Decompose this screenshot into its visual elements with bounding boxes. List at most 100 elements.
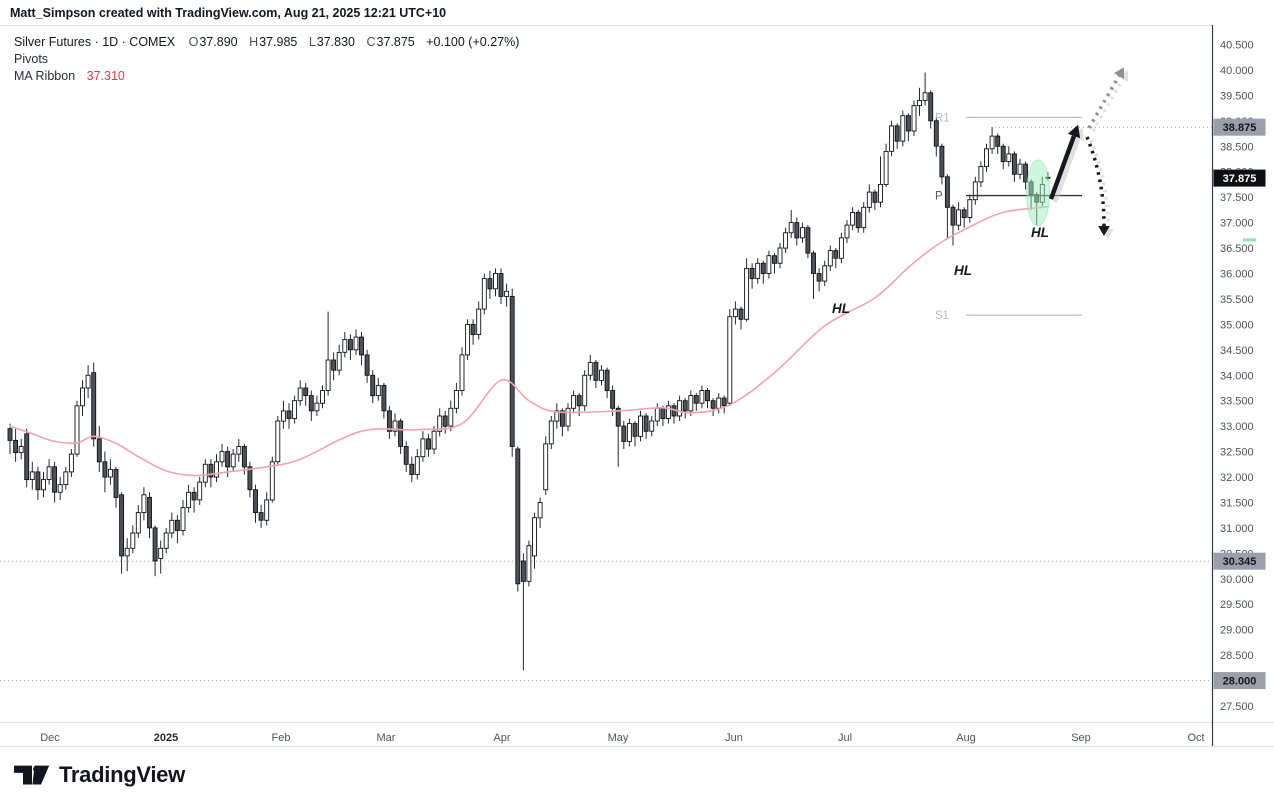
price-tick-label: 36.500 [1220, 243, 1254, 255]
price-tick-label: 32.500 [1220, 447, 1254, 459]
candle-body [353, 336, 359, 351]
price-tick-label: 29.500 [1220, 599, 1254, 611]
time-tick-label: Feb [272, 732, 291, 744]
candle-body [738, 308, 744, 320]
high-value: 37.985 [259, 35, 298, 49]
candle-body [275, 420, 281, 463]
candle-body [314, 402, 320, 412]
candle-body [972, 181, 978, 201]
price-tick-label: 34.000 [1220, 370, 1254, 382]
trend-arrow-shaft [1085, 136, 1106, 227]
candle-body [225, 451, 231, 468]
candle-body [331, 359, 337, 371]
trend-arrow-shaft [1048, 135, 1077, 200]
candle-body [615, 407, 621, 427]
candle-body [1023, 163, 1029, 183]
candle-body [442, 415, 448, 427]
time-tick-label: Jul [838, 732, 852, 744]
candle-body [626, 423, 632, 442]
candle-body [297, 387, 303, 402]
candle-body [772, 255, 777, 264]
candle-body [520, 560, 526, 582]
candle-body [375, 384, 381, 397]
candle-body [29, 471, 35, 480]
candle-body [788, 222, 794, 234]
tradingview-logo[interactable]: TradingView [14, 762, 185, 788]
candle-body [253, 489, 258, 514]
price-label-text: 37.875 [1223, 173, 1257, 185]
candle-body [710, 400, 716, 409]
candle-body [632, 423, 638, 437]
candle-body [57, 484, 63, 493]
indicator-row-pivots[interactable]: Pivots [14, 51, 519, 68]
candle-body [219, 451, 225, 463]
price-label-text: 38.875 [1223, 122, 1257, 134]
candle-body [426, 438, 431, 450]
ma-ribbon-value: 37.310 [86, 69, 125, 83]
candle-body [827, 250, 833, 267]
trend-arrow-shaft-shadow [1089, 139, 1110, 230]
candle-body [197, 481, 203, 501]
candle-body [68, 453, 74, 473]
candle-body [950, 206, 956, 226]
candle-body [264, 499, 270, 521]
candle-body [91, 372, 97, 440]
price-tick-label: 38.500 [1220, 141, 1254, 153]
candle-body [124, 547, 130, 557]
indicator-row-ma-ribbon[interactable]: MA Ribbon 37.310 [14, 68, 519, 85]
candle-body [604, 369, 610, 392]
candle-body [532, 517, 537, 557]
low-value: 37.830 [316, 35, 356, 49]
candle-body [470, 323, 476, 336]
candle-body [677, 400, 683, 417]
candle-body [833, 250, 839, 259]
candle-body [359, 336, 364, 356]
candle-body [660, 407, 666, 419]
candle-body [152, 527, 158, 562]
candle-body [141, 494, 147, 514]
candle-body [169, 519, 175, 534]
open-value: 37.890 [199, 35, 238, 49]
candle-body [688, 395, 694, 412]
candle-body [922, 92, 928, 101]
candle-body [158, 547, 164, 559]
candle-body [744, 267, 750, 320]
candle-body [13, 439, 19, 454]
hl-annotation-label: HL [1031, 225, 1049, 240]
symbol-row[interactable]: Silver Futures · 1D · COMEX O37.890 H37.… [14, 34, 519, 51]
candle-body [621, 425, 627, 442]
time-tick-label: Jun [725, 732, 743, 744]
candle-body [961, 209, 967, 218]
candle-body [749, 267, 755, 280]
candle-body [180, 507, 186, 531]
candle-body [504, 290, 510, 297]
candle-body [571, 395, 577, 409]
candle-body [437, 415, 443, 432]
candle-body [905, 115, 911, 132]
candle-body [727, 316, 733, 404]
candle-body [866, 191, 872, 208]
candle-body [509, 295, 515, 447]
candle-body [214, 461, 219, 478]
candle-body [409, 463, 415, 475]
candle-body [794, 222, 800, 239]
price-tick-label: 27.500 [1220, 701, 1254, 713]
candle-body [308, 395, 314, 412]
candle-body [85, 374, 91, 389]
candle-body [498, 273, 504, 297]
candle-body [113, 468, 119, 498]
candle-body [325, 359, 331, 391]
change-value: +0.100 (+0.27%) [426, 35, 520, 49]
price-tick-label: 35.500 [1220, 294, 1254, 306]
price-tick-label: 35.000 [1220, 319, 1254, 331]
candle-body [74, 405, 80, 455]
candle-body [420, 438, 426, 458]
candle-body [933, 120, 939, 147]
candle-body [247, 466, 253, 491]
candle-body [548, 420, 554, 445]
candle-body [850, 211, 856, 226]
price-label-text: 28.000 [1223, 676, 1257, 688]
candle-body [878, 183, 883, 203]
